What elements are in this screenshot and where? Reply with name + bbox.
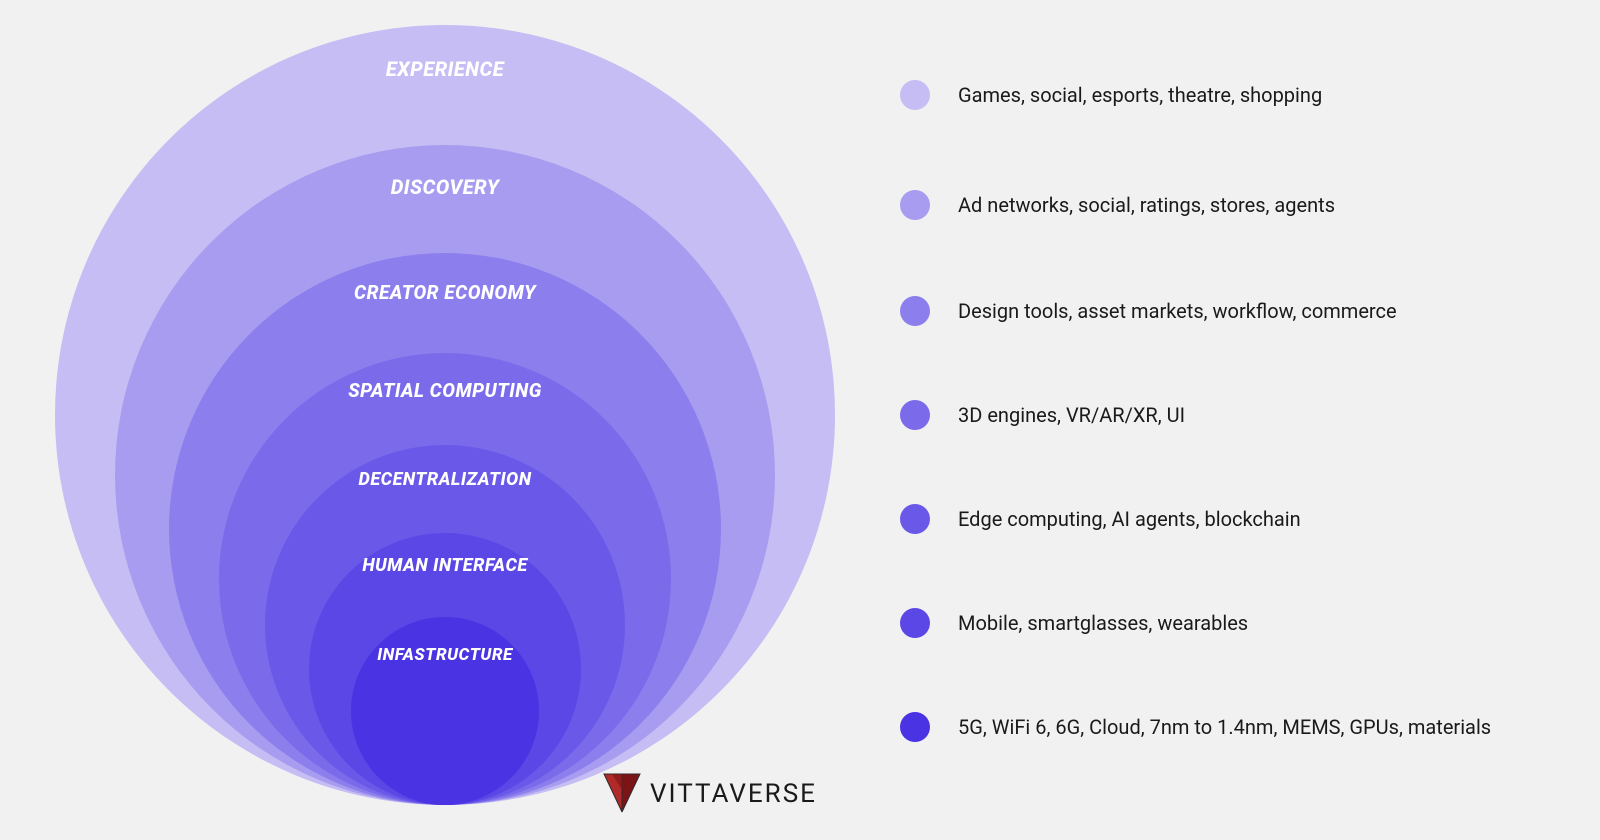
legend-dot-0 bbox=[900, 80, 930, 110]
legend-text-1: Ad networks, social, ratings, stores, ag… bbox=[958, 192, 1335, 219]
legend-text-3: 3D engines, VR/AR/XR, UI bbox=[958, 402, 1185, 429]
legend-dot-4 bbox=[900, 504, 930, 534]
layer-label-1: DISCOVERY bbox=[391, 175, 500, 199]
brand-logo-icon bbox=[600, 770, 644, 818]
legend-row-5: Mobile, smartglasses, wearables bbox=[900, 608, 1540, 638]
legend-row-0: Games, social, esports, theatre, shoppin… bbox=[900, 80, 1540, 110]
layer-label-6: INFASTRUCTURE bbox=[377, 645, 512, 665]
legend-row-2: Design tools, asset markets, workflow, c… bbox=[900, 296, 1540, 326]
legend-dot-6 bbox=[900, 712, 930, 742]
nested-circle-diagram: EXPERIENCE DISCOVERY CREATOR ECONOMY SPATIA… bbox=[0, 0, 820, 840]
legend-dot-1 bbox=[900, 190, 930, 220]
legend-row-3: 3D engines, VR/AR/XR, UI bbox=[900, 400, 1540, 430]
legend-row-6: 5G, WiFi 6, 6G, Cloud, 7nm to 1.4nm, MEM… bbox=[900, 712, 1540, 742]
layer-label-2: CREATOR ECONOMY bbox=[354, 281, 536, 304]
layer-label-4: DECENTRALIZATION bbox=[359, 469, 532, 490]
brand-text: VITTAVERSE bbox=[650, 779, 817, 809]
legend-dot-2 bbox=[900, 296, 930, 326]
brand: VITTAVERSE bbox=[600, 770, 817, 818]
legend-text-0: Games, social, esports, theatre, shoppin… bbox=[958, 82, 1322, 109]
legend-dot-5 bbox=[900, 608, 930, 638]
layer-label-3: SPATIAL COMPUTING bbox=[348, 379, 542, 402]
legend-text-5: Mobile, smartglasses, wearables bbox=[958, 610, 1248, 637]
legend-text-4: Edge computing, AI agents, blockchain bbox=[958, 506, 1301, 533]
legend: Games, social, esports, theatre, shoppin… bbox=[900, 0, 1560, 840]
legend-row-1: Ad networks, social, ratings, stores, ag… bbox=[900, 190, 1540, 220]
legend-dot-3 bbox=[900, 400, 930, 430]
layer-label-5: HUMAN INTERFACE bbox=[362, 555, 527, 576]
legend-text-6: 5G, WiFi 6, 6G, Cloud, 7nm to 1.4nm, MEM… bbox=[958, 714, 1491, 741]
legend-text-2: Design tools, asset markets, workflow, c… bbox=[958, 298, 1397, 325]
layer-label-0: EXPERIENCE bbox=[386, 57, 504, 81]
legend-row-4: Edge computing, AI agents, blockchain bbox=[900, 504, 1540, 534]
